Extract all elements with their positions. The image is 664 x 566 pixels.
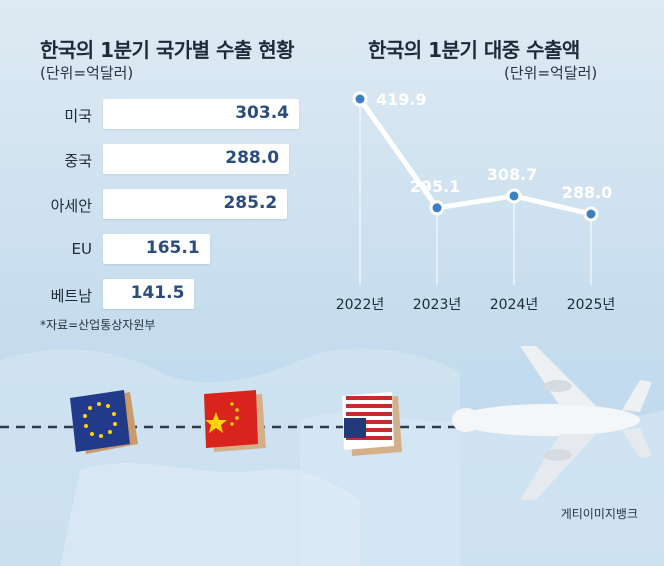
bar-category-label: 베트남 <box>50 287 92 305</box>
series-line <box>357 97 592 217</box>
bar: 165.1 <box>103 234 210 264</box>
data-point <box>352 91 368 107</box>
bar-category-label: 중국 <box>64 152 92 170</box>
bar: 141.5 <box>103 279 195 309</box>
data-point <box>506 188 522 204</box>
right-chart-unit: (단위=억달러) <box>504 64 598 82</box>
bar-value-label: 285.2 <box>223 193 278 213</box>
bar: 285.2 <box>103 189 288 219</box>
eu-flag-box <box>70 390 138 454</box>
x-tick-label: 2023년 <box>413 297 462 313</box>
bar-value-label: 141.5 <box>130 283 185 303</box>
data-point <box>429 200 445 216</box>
left-chart-title: 한국의 1분기 국가별 수출 현황 <box>40 38 295 62</box>
point-value-label: 419.9 <box>376 90 427 109</box>
bar-category-label: 아세안 <box>50 197 92 215</box>
x-tick-label: 2025년 <box>567 297 616 313</box>
usa-flag-box <box>342 392 402 456</box>
bar-category-label: 미국 <box>64 107 92 125</box>
right-chart-title: 한국의 1분기 대중 수출액 <box>368 38 580 62</box>
x-tick-label: 2024년 <box>490 297 539 313</box>
bar-value-label: 165.1 <box>145 238 200 258</box>
point-value-label: 308.7 <box>487 165 538 184</box>
point-value-label: 295.1 <box>410 177 461 196</box>
bar: 303.4 <box>103 99 299 129</box>
bar: 288.0 <box>103 144 290 174</box>
airplane <box>452 346 652 500</box>
left-chart-unit: (단위=억달러) <box>40 64 134 82</box>
bar-value-label: 303.4 <box>235 103 289 123</box>
image-credit: 게티이미지뱅크 <box>560 507 638 521</box>
china-flag-box <box>204 390 266 452</box>
data-point <box>583 206 599 222</box>
point-value-label: 288.0 <box>562 183 613 202</box>
bar-category-label: EU <box>71 240 92 258</box>
x-tick-label: 2022년 <box>336 297 385 313</box>
source-note: *자료=산업통상자원부 <box>40 318 156 332</box>
bar-value-label: 288.0 <box>225 148 280 168</box>
